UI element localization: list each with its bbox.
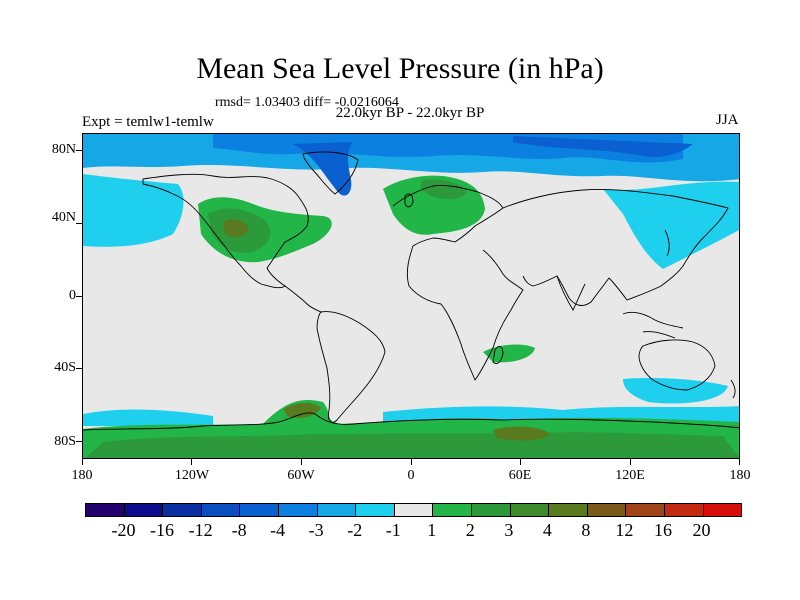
- rmsd-diff-stats: rmsd= 1.03403 diff= -0.0216064: [215, 95, 399, 110]
- lon-label-180w: 180: [71, 468, 93, 483]
- greenland-low: [293, 142, 353, 196]
- colorbar-box-8: [394, 504, 434, 516]
- colorbar-box-4: [240, 504, 279, 516]
- tick-60w: [301, 459, 302, 465]
- colorbar-box-7: [356, 504, 395, 516]
- lon-label-60w: 60W: [287, 468, 315, 483]
- colorbar-label-0: -20: [111, 520, 136, 540]
- colorbar-label-11: 4: [542, 520, 552, 540]
- lat-label-40s: 40S: [54, 360, 76, 375]
- lat-label-40n: 40N: [51, 210, 76, 225]
- siberia-low: [513, 136, 693, 158]
- colorbar-box-16: [703, 504, 742, 516]
- colorbar: [85, 503, 742, 517]
- colorbar-box-13: [587, 504, 627, 516]
- colorbar-label-14: 16: [653, 520, 672, 540]
- southern-ocean-negative: [83, 409, 213, 426]
- lat-label-80n: 80N: [51, 142, 76, 157]
- colorbar-label-5: -3: [308, 520, 324, 540]
- tick-120e: [630, 459, 631, 465]
- colorbar-box-12: [549, 504, 588, 516]
- colorbar-box-11: [510, 504, 550, 516]
- lon-label-180e: 180: [729, 468, 751, 483]
- colorbar-box-2: [163, 504, 202, 516]
- colorbar-label-10: 3: [504, 520, 514, 540]
- map-title: Mean Sea Level Pressure (in hPa): [196, 52, 604, 85]
- colorbar-box-9: [433, 504, 472, 516]
- drake-passage-positive: [283, 402, 321, 418]
- colorbar-label-6: -2: [347, 520, 363, 540]
- south-pacific-negative: [623, 377, 728, 404]
- antarctic-positive-core: [85, 432, 739, 458]
- tick-180w: [82, 459, 83, 465]
- tick-60e: [520, 459, 521, 465]
- colorbar-box-3: [201, 504, 241, 516]
- lat-label-80s: 80S: [54, 434, 76, 449]
- colorbar-label-9: 2: [465, 520, 475, 540]
- south-indian-positive: [483, 344, 535, 363]
- time-range-subtitle: 22.0kyr BP - 22.0kyr BP: [335, 105, 485, 121]
- north-pacific-negative: [83, 174, 184, 247]
- north-america-strong-core: [223, 219, 249, 238]
- lon-label-60e: 60E: [508, 468, 532, 483]
- tick-180e: [739, 459, 740, 465]
- colorbar-label-3: -8: [231, 520, 247, 540]
- colorbar-label-12: 8: [581, 520, 591, 540]
- colorbar-box-10: [471, 504, 511, 516]
- colorbar-box-0: [86, 504, 125, 516]
- pressure-map: [82, 133, 740, 459]
- tick-120w: [191, 459, 192, 465]
- tick-0-lon: [411, 459, 412, 465]
- season-label: JJA: [716, 112, 739, 128]
- colorbar-label-15: 20: [692, 520, 711, 540]
- tick-40n: [76, 223, 82, 224]
- colorbar-label-13: 12: [615, 520, 634, 540]
- colorbar-label-4: -4: [270, 520, 286, 540]
- lon-label-120e: 120E: [615, 468, 645, 483]
- colorbar-label-2: -12: [188, 520, 213, 540]
- tick-40s: [76, 368, 82, 369]
- coastlines: [83, 151, 739, 431]
- colorbar-box-14: [626, 504, 665, 516]
- tick-0: [76, 296, 82, 297]
- tick-80s: [76, 441, 82, 442]
- antarctic-strong-core: [493, 426, 551, 441]
- lon-label-120w: 120W: [174, 468, 210, 483]
- colorbar-box-1: [124, 504, 164, 516]
- lon-label-0: 0: [407, 468, 415, 483]
- west-pacific-negative: [603, 181, 739, 269]
- colorbar-box-6: [317, 504, 357, 516]
- europe-positive-core: [420, 179, 467, 200]
- colorbar-label-1: -16: [150, 520, 175, 540]
- colorbar-label-8: 1: [427, 520, 437, 540]
- experiment-label: Expt = temlw1-temlw: [82, 114, 214, 130]
- colorbar-box-15: [664, 504, 704, 516]
- pressure-map-svg: [83, 134, 739, 458]
- tick-80n: [76, 150, 82, 151]
- colorbar-box-5: [278, 504, 318, 516]
- colorbar-label-7: -1: [385, 520, 401, 540]
- lat-label-0: 0: [69, 288, 76, 303]
